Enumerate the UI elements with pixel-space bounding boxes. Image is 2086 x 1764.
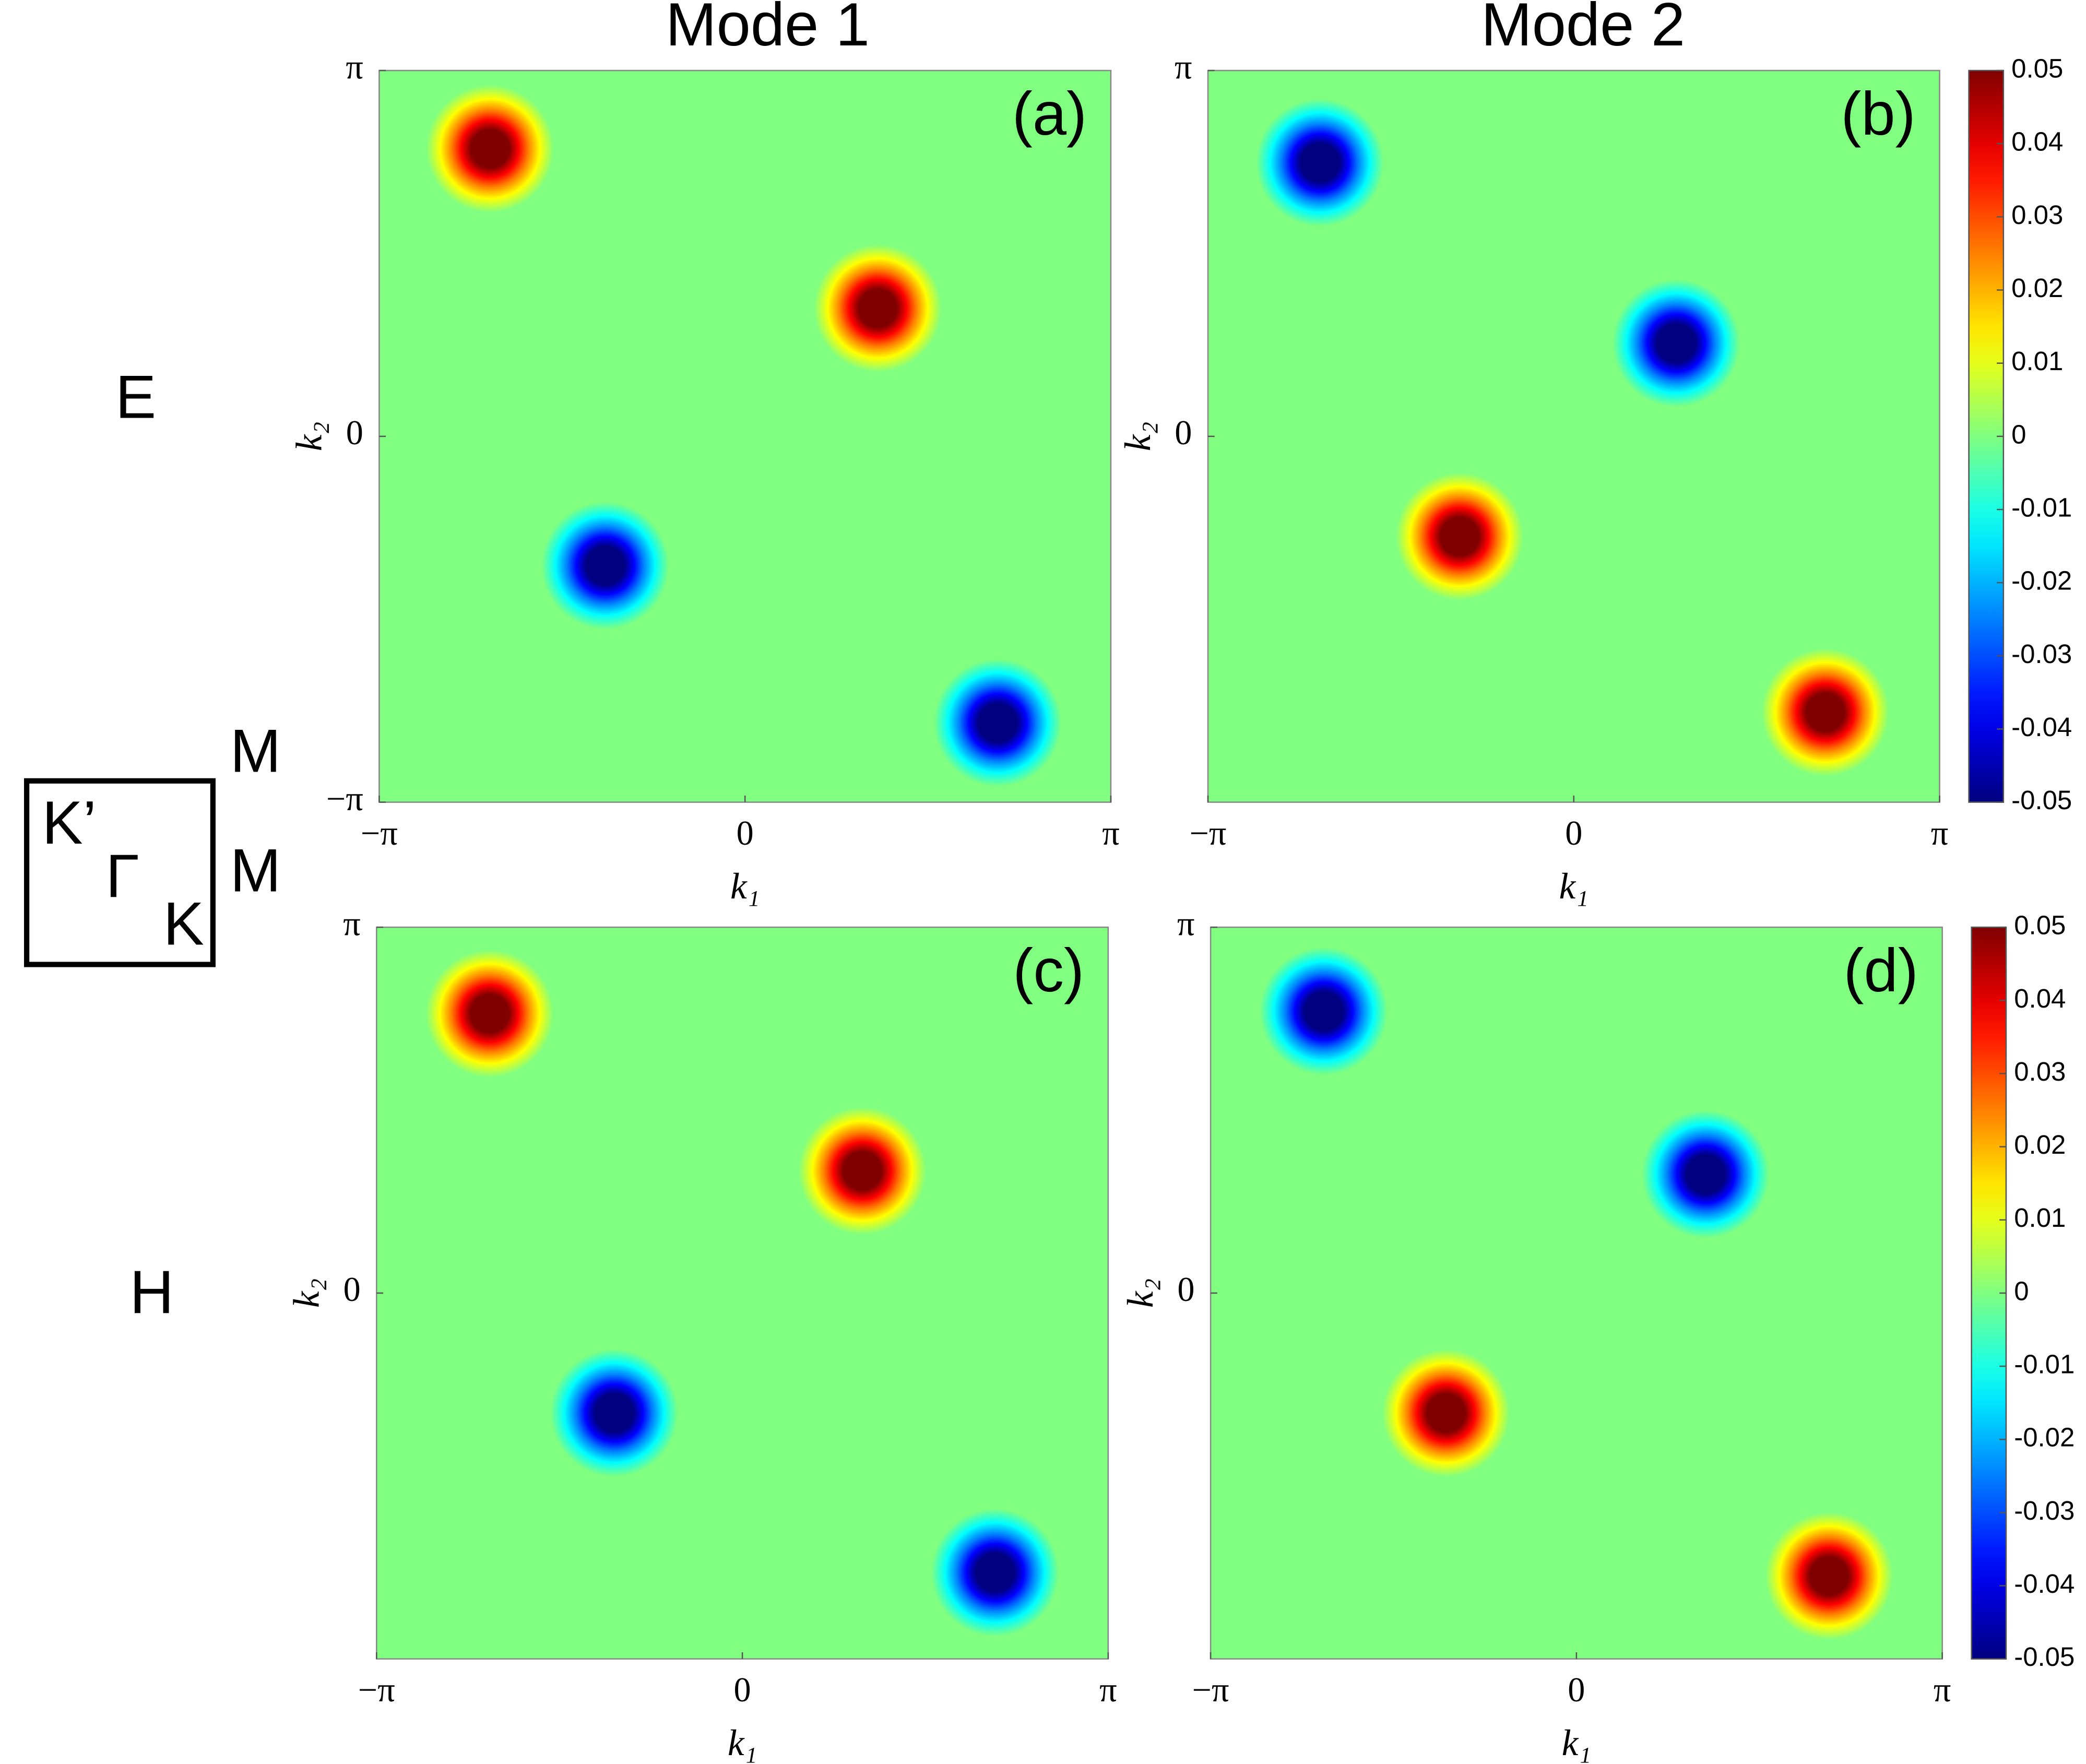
x-tick-label: π <box>1102 814 1119 853</box>
colorbar-tick-label: 0.03 <box>2014 1057 2066 1086</box>
heatmap-blob <box>798 1107 927 1235</box>
heatmap-blob <box>1761 648 1889 776</box>
colorbar-tick-label: 0.01 <box>2011 346 2063 376</box>
heatmap-blob <box>1642 1110 1770 1238</box>
y-tick-label: π <box>346 48 363 86</box>
y-tick-label: 0 <box>346 414 363 452</box>
heatmap-blob <box>814 244 942 372</box>
inset-label: K’ <box>42 788 97 857</box>
colorbar-tick-label: -0.02 <box>2011 566 2072 596</box>
colorbar-tick-label: -0.04 <box>2014 1569 2075 1599</box>
heatmap-blob <box>933 659 1062 787</box>
heatmap-blob <box>541 502 669 630</box>
x-tick-label: π <box>1099 1671 1117 1709</box>
colorbar-tick-label: -0.02 <box>2014 1423 2075 1452</box>
panel-label: (c) <box>1013 936 1084 1004</box>
y-tick-label: 0 <box>343 1271 361 1309</box>
colorbar-tick-label: -0.01 <box>2014 1349 2075 1379</box>
heatmap-blob <box>1260 947 1388 1075</box>
colorbar-tick-label: 0.04 <box>2011 127 2063 157</box>
colorbar-tick-label: -0.01 <box>2011 492 2072 522</box>
colorbar-tick-label: 0.02 <box>2011 273 2063 303</box>
colorbar-tick-label: 0.04 <box>2014 984 2066 1013</box>
x-tick-label: −π <box>1192 1671 1229 1709</box>
panel-label: (d) <box>1843 936 1918 1004</box>
x-tick-label: 0 <box>1565 814 1582 853</box>
x-tick-label: 0 <box>1568 1671 1585 1709</box>
x-tick-label: 0 <box>734 1671 751 1709</box>
panel-label: (b) <box>1841 79 1915 148</box>
inset-box <box>24 778 216 967</box>
x-tick-label: −π <box>1190 814 1227 853</box>
heatmap-blob <box>1382 1349 1510 1477</box>
inset-label: Γ <box>105 842 139 910</box>
inset-label: M <box>230 716 281 785</box>
y-axis-label: k₂ <box>286 1278 327 1308</box>
blobs <box>426 85 1062 787</box>
colorbar-tick-label: 0.03 <box>2011 200 2063 230</box>
heatmap-blob <box>1765 1512 1893 1640</box>
y-axis-label: k₂ <box>288 422 329 451</box>
colorbar-tick-label: -0.03 <box>2014 1496 2075 1525</box>
inset-label: M <box>230 836 281 905</box>
heatmap-blob <box>1256 99 1384 227</box>
x-axis-label: k₁ <box>1562 1722 1591 1763</box>
x-tick-label: 0 <box>737 814 754 853</box>
blobs <box>425 950 1059 1637</box>
x-tick-label: π <box>1934 1671 1951 1709</box>
blobs <box>1256 99 1889 776</box>
row-label: E <box>115 363 156 431</box>
heatmap-blob <box>550 1349 679 1477</box>
colorbar-tick-label: 0.01 <box>2014 1203 2066 1233</box>
blobs <box>1260 947 1893 1640</box>
heatmap-blob <box>426 85 554 213</box>
x-axis-label: k₁ <box>730 866 760 907</box>
column-title: Mode 2 <box>1481 0 1685 58</box>
y-tick-label: π <box>343 905 360 943</box>
colorbar-tick-label: -0.05 <box>2014 1642 2075 1672</box>
colorbar-tick-label: 0.05 <box>2011 54 2063 84</box>
panel-label: (a) <box>1012 79 1087 148</box>
colorbar-tick-label: 0.05 <box>2014 910 2066 940</box>
y-tick-label: 0 <box>1175 414 1192 452</box>
heatmap-blob <box>425 950 554 1078</box>
x-tick-label: π <box>1931 814 1948 853</box>
row-label: H <box>129 1258 174 1327</box>
x-tick-label: −π <box>361 814 398 853</box>
heatmap-blob <box>1612 279 1740 407</box>
colorbar-tick-label: -0.03 <box>2011 639 2072 669</box>
x-axis-label: k₁ <box>1559 866 1589 907</box>
colorbar-tick-label: 0.02 <box>2014 1130 2066 1159</box>
y-tick-label: π <box>1177 905 1194 943</box>
inset-label: K <box>163 890 204 958</box>
y-tick-label: 0 <box>1177 1271 1194 1309</box>
x-axis-label: k₁ <box>728 1722 757 1763</box>
colorbar-tick-label: 0 <box>2014 1276 2029 1306</box>
y-tick-label: π <box>1175 48 1192 86</box>
column-title: Mode 1 <box>666 0 870 58</box>
y-axis-label: k₂ <box>1117 422 1158 451</box>
y-axis-label: k₂ <box>1120 1278 1161 1308</box>
colorbar-tick-label: -0.05 <box>2011 785 2072 815</box>
colorbar-tick-label: 0 <box>2011 419 2026 449</box>
y-tick-label: −π <box>326 780 363 818</box>
heatmap-blob <box>931 1508 1059 1637</box>
colorbar-tick-label: -0.04 <box>2011 712 2072 742</box>
heatmap-blob <box>1395 472 1524 600</box>
x-tick-label: −π <box>358 1671 395 1709</box>
